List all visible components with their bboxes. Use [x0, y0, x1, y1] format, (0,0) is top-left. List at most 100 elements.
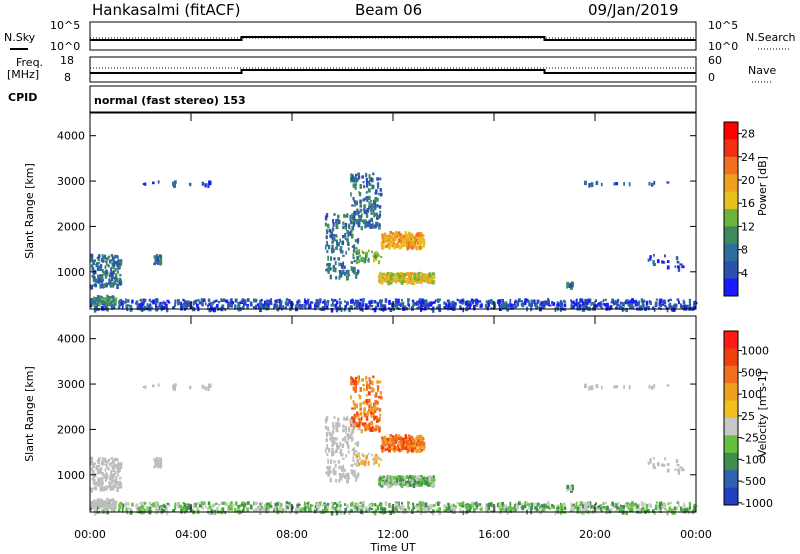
- xtick-label: 04:00: [175, 528, 207, 541]
- power-cell: [693, 300, 697, 304]
- power-cell: [298, 305, 301, 309]
- power-cell: [401, 243, 404, 247]
- velocity-cell: [105, 475, 108, 480]
- power-cell: [378, 214, 381, 219]
- power-cell: [162, 300, 165, 305]
- velocity-cell: [602, 502, 605, 506]
- velocity-cell: [274, 504, 278, 507]
- velocity-cell: [172, 508, 176, 512]
- velocity-cell: [658, 510, 661, 513]
- velocity-cell: [101, 471, 104, 476]
- velocity-cell: [334, 464, 337, 469]
- power-cell: [400, 302, 404, 308]
- colorbar-swatch: [724, 452, 738, 471]
- power-cell: [276, 298, 279, 304]
- velocity-cell: [113, 472, 116, 478]
- velocity-cell: [367, 398, 371, 404]
- velocity-cell: [394, 440, 398, 444]
- power-cell: [113, 280, 117, 283]
- power-cell: [116, 255, 119, 259]
- power-cell: [337, 218, 339, 221]
- velocity-cell: [416, 509, 419, 513]
- power-cell: [111, 262, 114, 267]
- velocity-cell: [352, 459, 355, 462]
- velocity-cell: [94, 481, 98, 486]
- power-cell: [150, 300, 154, 303]
- power-cell: [447, 303, 451, 308]
- velocity-cell: [520, 506, 523, 509]
- velocity-cell: [485, 503, 488, 507]
- velocity-cell: [500, 507, 503, 513]
- velocity-cell: [387, 483, 391, 489]
- power-cell: [663, 300, 666, 305]
- power-cell: [677, 267, 681, 272]
- velocity-cell: [154, 504, 157, 508]
- velocity-cell: [556, 508, 560, 514]
- velocity-cell: [91, 471, 95, 474]
- power-cell: [411, 299, 415, 303]
- velocity-cell: [606, 508, 609, 513]
- velocity-cell: [369, 380, 372, 385]
- velocity-cell: [523, 503, 527, 509]
- power-cell: [571, 301, 575, 305]
- velocity-cell: [520, 502, 524, 506]
- power-cell: [572, 282, 574, 288]
- power-cell: [397, 231, 401, 236]
- velocity-cell: [536, 503, 540, 506]
- power-cell: [625, 307, 628, 313]
- velocity-cell: [307, 501, 310, 505]
- power-cell: [246, 305, 249, 309]
- velocity-cell: [403, 508, 407, 512]
- velocity-cell: [372, 458, 375, 461]
- power-cell: [365, 191, 368, 194]
- power-cell: [534, 303, 536, 307]
- velocity-cell: [415, 505, 418, 509]
- velocity-cell: [92, 476, 95, 480]
- xtick-label: 00:00: [680, 528, 712, 541]
- velocity-cell: [330, 437, 333, 442]
- power-cell: [148, 303, 152, 308]
- velocity-cell: [653, 511, 656, 515]
- velocity-cell: [329, 470, 332, 474]
- velocity-cell: [230, 501, 233, 505]
- velocity-cell: [505, 504, 508, 508]
- velocity-cell: [491, 503, 495, 508]
- power-cell: [487, 299, 490, 303]
- velocity-cell: [356, 458, 360, 464]
- power-cell: [350, 221, 354, 225]
- power-cell: [397, 234, 401, 238]
- power-cell: [339, 271, 343, 275]
- power-cell: [427, 279, 431, 284]
- velocity-cell: [187, 503, 190, 506]
- power-cell: [339, 272, 343, 278]
- power-cell: [559, 301, 563, 307]
- velocity-cell: [417, 480, 420, 485]
- power-cell: [402, 280, 405, 284]
- velocity-cell: [666, 468, 670, 473]
- power-cell: [559, 307, 562, 312]
- velocity-cell: [648, 384, 651, 389]
- freq-tick-bottom: 8: [64, 71, 71, 84]
- velocity-cell: [417, 448, 419, 453]
- velocity-cell: [383, 507, 387, 511]
- velocity-cell: [186, 505, 190, 508]
- velocity-cell: [349, 421, 352, 425]
- power-cell: [395, 243, 398, 248]
- velocity-cell: [346, 442, 349, 447]
- power-cell: [107, 264, 110, 268]
- velocity-cell: [156, 459, 160, 465]
- power-cell: [447, 300, 450, 304]
- power-cell: [284, 306, 287, 310]
- velocity-cell: [336, 444, 339, 450]
- power-cell: [517, 298, 521, 303]
- power-cell: [589, 298, 592, 303]
- power-cell: [414, 274, 418, 278]
- velocity-cell: [367, 508, 369, 513]
- power-cell: [409, 241, 413, 246]
- power-cell: [185, 303, 188, 308]
- velocity-cell: [343, 468, 346, 472]
- power-cell: [91, 274, 94, 278]
- power-cell: [217, 300, 220, 304]
- power-cell: [325, 214, 328, 218]
- power-cell: [629, 299, 633, 303]
